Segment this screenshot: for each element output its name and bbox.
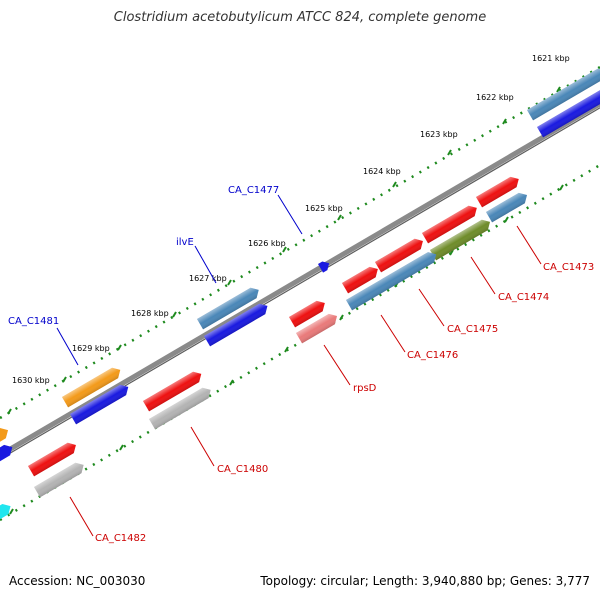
gene-rpsD[interactable]: [296, 311, 340, 344]
label-CA_C1481: CA_C1481: [8, 316, 59, 327]
gene-CA_C1480[interactable]: [149, 385, 214, 430]
label-ilvE: ilvE: [176, 237, 194, 248]
gene-CA_C1476[interactable]: [346, 249, 439, 311]
genome-summary: Topology: circular; Length: 3,940,880 bp…: [260, 574, 590, 588]
gene-steel-1621[interactable]: [527, 66, 600, 121]
label-CA_C1475: CA_C1475: [447, 324, 498, 335]
gene-edge-cyan[interactable]: [0, 501, 14, 521]
gene-red-1482[interactable]: [28, 440, 79, 477]
tick-label-1629: 1629 kbp: [72, 344, 110, 353]
map-title: Clostridium acetobutylicum ATCC 824, com…: [113, 10, 487, 25]
label-rpsD: rpsD: [353, 383, 377, 394]
gene-CA_C1475[interactable]: [422, 203, 480, 244]
label-CA_C1480: CA_C1480: [217, 464, 268, 475]
tick-label-1623: 1623 kbp: [420, 130, 458, 139]
outer-major-ticks: [7, 86, 561, 415]
gene-ilvE-steel[interactable]: [197, 285, 262, 330]
label-CA_C1482: CA_C1482: [95, 533, 146, 544]
callout-lines: [56, 194, 542, 537]
tick-labels: 1621 kbp 1622 kbp 1623 kbp 1624 kbp 1625…: [12, 54, 570, 385]
gene-blue-1621[interactable]: [537, 85, 600, 138]
gene-CA_C1477[interactable]: [318, 259, 332, 273]
gene-CA_C1481-orange[interactable]: [62, 365, 123, 408]
gene-features: [0, 66, 600, 521]
gene-red-1476a[interactable]: [375, 236, 426, 273]
gene-steel-1474[interactable]: [486, 190, 530, 223]
gene-edge-blue[interactable]: [0, 442, 15, 463]
gene-CA_C1474[interactable]: [430, 217, 493, 261]
gene-CA_C1482[interactable]: [34, 460, 87, 498]
tick-label-1621: 1621 kbp: [532, 54, 570, 63]
tick-label-1622: 1622 kbp: [476, 93, 514, 102]
inner-scale-track: [0, 163, 600, 522]
tick-label-1625: 1625 kbp: [305, 204, 343, 213]
gene-CA_C1481[interactable]: [70, 382, 131, 425]
gene-red-1476b[interactable]: [342, 264, 381, 294]
outer-scale-track: [0, 65, 600, 420]
gene-ilvE[interactable]: [204, 301, 270, 347]
gene-red-1480[interactable]: [143, 369, 204, 412]
gene-labels: CA_C1477 ilvE CA_C1481 CA_C1473 CA_C1474…: [8, 185, 594, 544]
tick-label-1630: 1630 kbp: [12, 376, 50, 385]
accession-text: Accession: NC_003030: [9, 574, 146, 588]
gene-red-rpsD[interactable]: [289, 298, 328, 328]
label-CA_C1476: CA_C1476: [407, 350, 458, 361]
label-CA_C1477: CA_C1477: [228, 185, 279, 196]
label-CA_C1474: CA_C1474: [498, 292, 549, 303]
tick-label-1628: 1628 kbp: [131, 309, 169, 318]
label-CA_C1473: CA_C1473: [543, 262, 594, 273]
tick-label-1627: 1627 kbp: [189, 274, 227, 283]
gene-edge-orange[interactable]: [0, 425, 11, 447]
tick-label-1626: 1626 kbp: [248, 239, 286, 248]
tick-label-1624: 1624 kbp: [363, 167, 401, 176]
gene-CA_C1473[interactable]: [476, 174, 522, 208]
